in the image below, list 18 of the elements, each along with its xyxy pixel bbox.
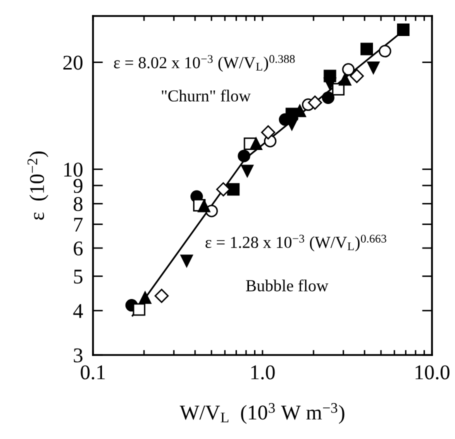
y-axis-title: ε (10$^{−2}$) bbox=[28, 151, 48, 220]
x-tick-label: 10.0 bbox=[416, 365, 450, 380]
x-axis-title: W/V$_{L}$ (10$^{3}$ W m$^{−3}$) bbox=[180, 403, 344, 424]
y-tick-label: 4 bbox=[73, 304, 83, 318]
y-tick-label: 6 bbox=[74, 241, 83, 256]
y-tick-label: 8 bbox=[74, 197, 82, 212]
y-tick-label: 7 bbox=[74, 218, 83, 232]
x-tick-label: 1.0 bbox=[251, 365, 275, 380]
y-tick-label: 5 bbox=[74, 270, 82, 284]
x-tick-label: 0.1 bbox=[80, 365, 105, 380]
annotation: Bubble flow bbox=[246, 279, 328, 292]
annotation: ε = 1.28 x 10$^{−3}$ (W/V$_{L}$)$^{0.663}$ bbox=[206, 234, 386, 252]
y-tick-label: 10 bbox=[64, 162, 82, 177]
y-tick-label: 20 bbox=[63, 56, 82, 70]
annotation: ε = 8.02 x 10$^{−3}$ (W/V$_{L}$)$^{0.388}$ bbox=[114, 55, 295, 72]
y-tick-label: 3 bbox=[74, 348, 82, 362]
annotation: "Churn" flow bbox=[162, 90, 251, 102]
y-tick-label: 9 bbox=[74, 178, 82, 193]
